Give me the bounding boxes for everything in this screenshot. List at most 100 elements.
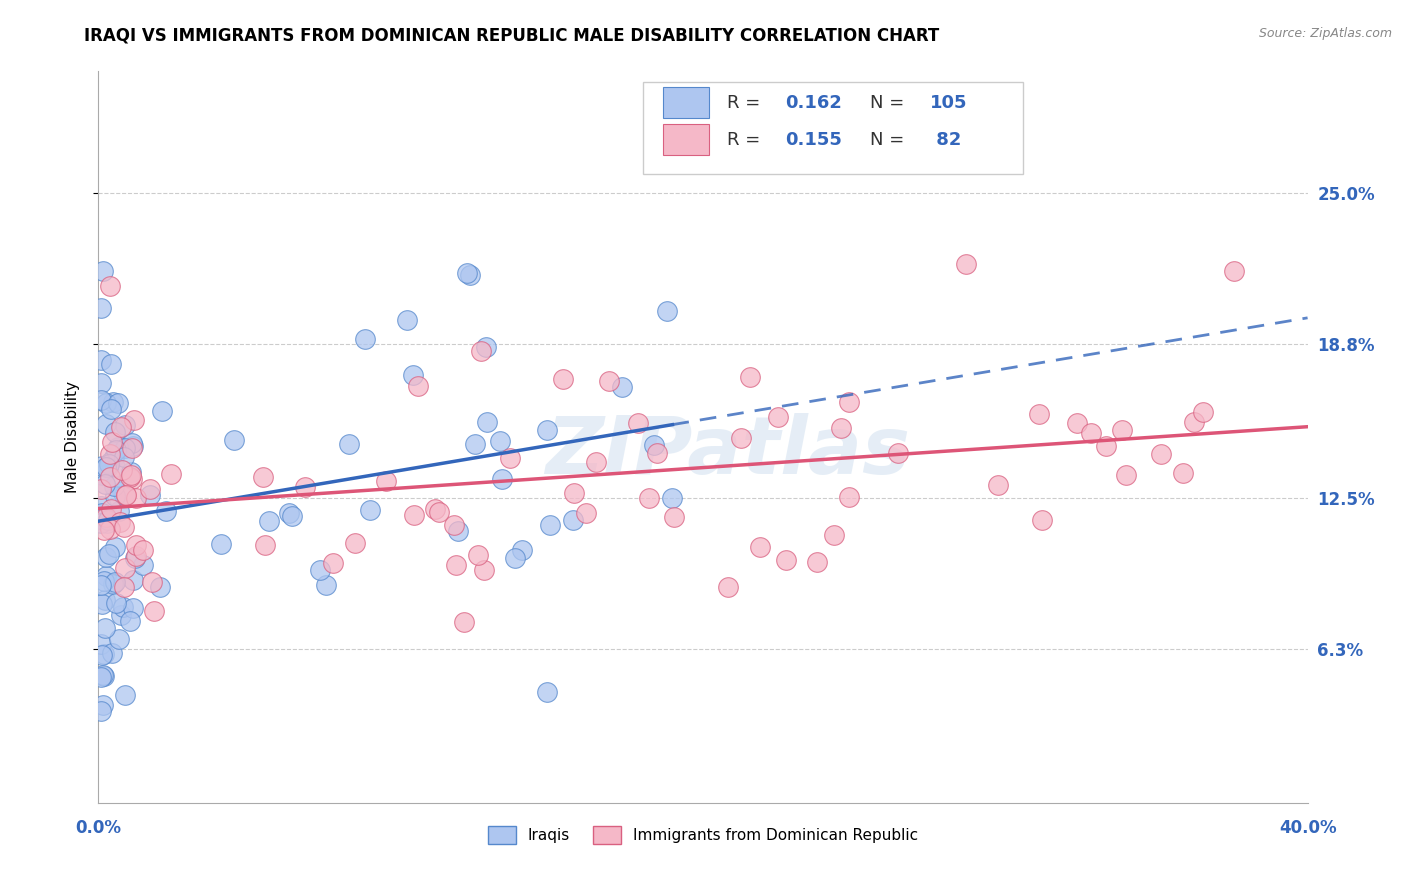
Point: [491, 472, 513, 486]
Point: [108, 515, 131, 529]
Point: [955, 257, 977, 271]
Point: [562, 485, 585, 500]
Point: [337, 437, 360, 451]
Point: [96, 516, 118, 531]
Point: [1223, 263, 1246, 277]
Point: [359, 502, 381, 516]
FancyBboxPatch shape: [643, 82, 1024, 174]
Point: [120, 465, 142, 479]
Text: 40.0%: 40.0%: [1279, 819, 1336, 837]
Point: [94, 593, 117, 607]
Point: [124, 551, 146, 566]
Point: [112, 450, 135, 464]
Text: R =: R =: [727, 94, 766, 112]
Point: [90, 482, 112, 496]
Point: [91, 264, 114, 278]
Point: [112, 581, 135, 595]
Point: [98, 547, 121, 561]
Point: [470, 343, 492, 358]
Point: [114, 417, 136, 432]
Point: [254, 538, 277, 552]
Point: [115, 488, 138, 502]
Point: [661, 491, 683, 505]
Text: N =: N =: [870, 130, 904, 149]
Point: [427, 505, 450, 519]
Point: [110, 420, 132, 434]
Point: [91, 698, 114, 712]
Point: [112, 520, 135, 534]
Point: [474, 340, 496, 354]
Point: [90, 499, 112, 513]
Text: N =: N =: [870, 94, 904, 112]
Point: [489, 434, 512, 449]
Point: [467, 549, 489, 563]
Point: [463, 437, 485, 451]
Point: [90, 516, 112, 530]
Point: [278, 506, 301, 520]
Point: [91, 668, 114, 682]
Point: [806, 555, 828, 569]
Point: [139, 487, 162, 501]
Point: [93, 523, 115, 537]
Point: [108, 503, 131, 517]
Point: [121, 472, 143, 486]
Point: [107, 396, 129, 410]
Point: [457, 266, 479, 280]
Point: [1149, 447, 1171, 461]
Point: [112, 488, 135, 502]
Point: [90, 578, 112, 592]
Point: [443, 518, 465, 533]
Point: [460, 268, 482, 282]
Point: [510, 542, 533, 557]
Point: [125, 538, 148, 552]
Point: [104, 460, 127, 475]
Point: [101, 646, 124, 660]
Point: [125, 549, 148, 564]
Point: [111, 463, 134, 477]
Point: [90, 670, 112, 684]
Point: [1031, 513, 1053, 527]
Point: [90, 393, 112, 408]
Point: [104, 540, 127, 554]
Point: [96, 396, 118, 410]
Point: [90, 301, 112, 315]
Point: [575, 506, 598, 520]
Point: [453, 615, 475, 629]
Point: [114, 688, 136, 702]
Point: [97, 513, 120, 527]
Point: [472, 563, 495, 577]
Point: [655, 304, 678, 318]
Point: [1080, 426, 1102, 441]
Point: [121, 574, 143, 588]
Point: [536, 423, 558, 437]
Point: [1095, 439, 1118, 453]
Point: [538, 518, 561, 533]
Point: [100, 435, 122, 450]
Point: [98, 470, 121, 484]
Text: IRAQI VS IMMIGRANTS FROM DOMINICAN REPUBLIC MALE DISABILITY CORRELATION CHART: IRAQI VS IMMIGRANTS FROM DOMINICAN REPUB…: [84, 27, 939, 45]
Point: [344, 536, 367, 550]
Point: [730, 431, 752, 445]
Point: [94, 417, 117, 432]
Point: [100, 502, 122, 516]
Point: [209, 537, 232, 551]
Point: [101, 395, 124, 409]
Point: [121, 439, 143, 453]
Point: [104, 596, 127, 610]
Point: [90, 598, 112, 612]
Point: [91, 459, 114, 474]
Point: [838, 490, 860, 504]
Point: [98, 278, 121, 293]
Y-axis label: Male Disability: Male Disability: [65, 381, 80, 493]
Point: [444, 558, 467, 572]
Text: ZIPatlas: ZIPatlas: [544, 413, 910, 491]
Point: [1028, 407, 1050, 421]
Point: [561, 513, 583, 527]
Point: [141, 575, 163, 590]
Point: [1182, 415, 1205, 429]
Point: [118, 615, 141, 629]
Point: [768, 410, 790, 425]
Point: [114, 561, 136, 575]
Point: [257, 514, 280, 528]
Point: [830, 421, 852, 435]
